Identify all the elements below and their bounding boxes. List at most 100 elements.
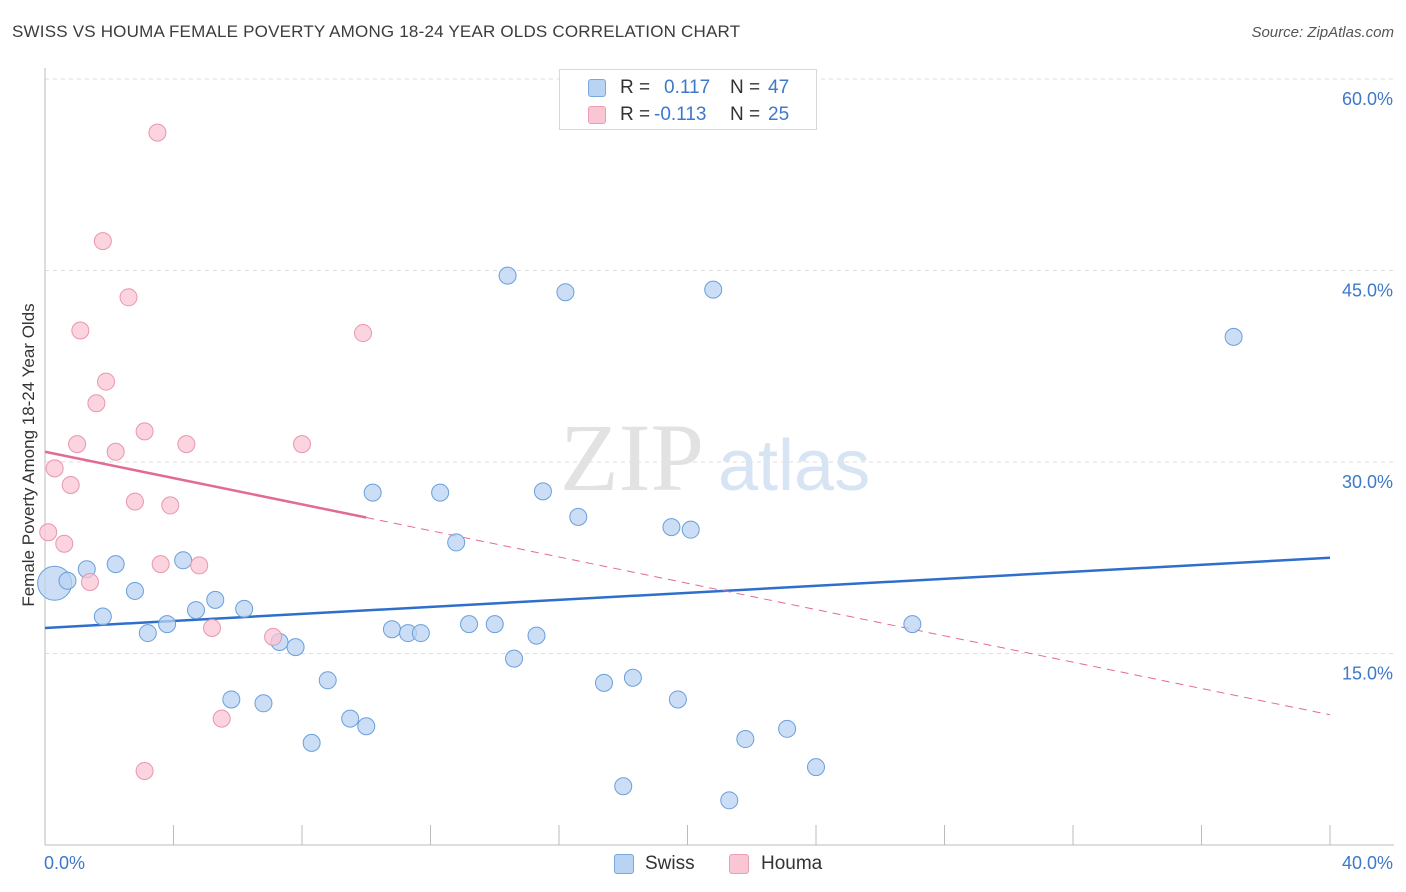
swiss-point bbox=[668, 690, 687, 709]
watermark-atlas: atlas bbox=[718, 426, 870, 506]
houma-point bbox=[80, 573, 99, 592]
swiss-point bbox=[505, 649, 524, 668]
bottom-legend-label-houma: Houma bbox=[761, 853, 823, 874]
swiss-point bbox=[357, 717, 376, 736]
houma-point bbox=[119, 288, 138, 307]
chart-title: SWISS VS HOUMA FEMALE POVERTY AMONG 18-2… bbox=[12, 22, 741, 41]
bottom-legend-houma: Houma bbox=[729, 852, 839, 876]
legend-r-label: R = bbox=[620, 104, 651, 125]
swiss-point bbox=[302, 733, 321, 752]
legend-swatch-houma bbox=[588, 106, 606, 124]
houma-trend-line bbox=[44, 450, 367, 519]
houma-point bbox=[125, 492, 144, 511]
bottom-legend-swatch-houma bbox=[729, 854, 749, 874]
swiss-point bbox=[485, 615, 504, 634]
data-points bbox=[37, 123, 1243, 810]
swiss-point bbox=[1224, 327, 1243, 346]
swiss-point bbox=[286, 638, 305, 657]
swiss-point bbox=[106, 555, 125, 574]
houma-point bbox=[161, 496, 180, 515]
swiss-point bbox=[341, 709, 360, 728]
y-tick-label: 45.0% bbox=[1342, 281, 1393, 301]
houma-point bbox=[293, 435, 311, 454]
trend-lines bbox=[44, 450, 1331, 716]
houma-point bbox=[203, 618, 222, 637]
swiss-point bbox=[704, 280, 723, 299]
y-tick-label: 60.0% bbox=[1342, 89, 1393, 109]
houma-point bbox=[61, 475, 80, 494]
swiss-point bbox=[498, 266, 517, 285]
houma-point bbox=[354, 324, 373, 343]
houma-point bbox=[151, 555, 170, 574]
swiss-point bbox=[623, 668, 642, 687]
swiss-point bbox=[720, 791, 739, 810]
houma-trend-line-extension bbox=[366, 517, 1331, 716]
watermark-zip: ZIP bbox=[560, 404, 704, 511]
houma-point bbox=[106, 442, 125, 461]
legend-row-swiss: R = 0.117 N = 47 bbox=[560, 75, 818, 101]
legend-r-label: R = bbox=[620, 77, 651, 98]
grid-lines bbox=[45, 78, 1394, 654]
swiss-point bbox=[594, 673, 613, 692]
axes bbox=[44, 68, 1394, 846]
swiss-point bbox=[158, 615, 177, 634]
swiss-point bbox=[222, 690, 241, 709]
y-tick-label: 30.0% bbox=[1342, 472, 1393, 492]
legend-swatch-swiss bbox=[588, 79, 606, 97]
swiss-point bbox=[382, 620, 401, 639]
swiss-point bbox=[411, 624, 430, 643]
correlation-legend: R = 0.117 N = 47 R = -0.113 N = 25 bbox=[559, 69, 817, 130]
legend-n-label: N = bbox=[730, 77, 761, 98]
swiss-point bbox=[254, 694, 273, 713]
legend-n-value: 47 bbox=[768, 77, 790, 98]
bottom-legend-label-swiss: Swiss bbox=[645, 853, 695, 874]
legend-r-value: 0.117 bbox=[664, 77, 711, 98]
swiss-point bbox=[235, 599, 254, 618]
houma-point bbox=[212, 709, 231, 728]
houma-point bbox=[135, 422, 154, 441]
houma-point bbox=[177, 435, 196, 454]
houma-point bbox=[71, 321, 90, 340]
swiss-point bbox=[681, 520, 700, 539]
swiss-point bbox=[807, 758, 825, 777]
swiss-point bbox=[93, 607, 112, 626]
swiss-point bbox=[318, 671, 337, 690]
swiss-point bbox=[527, 626, 546, 645]
swiss-point bbox=[533, 482, 552, 501]
swiss-point bbox=[431, 483, 450, 502]
swiss-point bbox=[460, 615, 479, 634]
bottom-legend-swiss: Swiss bbox=[614, 852, 724, 876]
x-tick-label: 40.0% bbox=[1342, 853, 1393, 873]
swiss-point bbox=[138, 624, 157, 643]
swiss-point bbox=[556, 283, 575, 302]
swiss-point bbox=[125, 581, 144, 600]
y-tick-label: 15.0% bbox=[1342, 664, 1393, 684]
houma-point bbox=[97, 372, 116, 391]
swiss-point bbox=[174, 551, 193, 570]
tick-labels: 15.0% 30.0% 45.0% 60.0% 0.0% 40.0% bbox=[44, 89, 1393, 873]
swiss-point bbox=[662, 518, 681, 537]
y-axis-label: Female Poverty Among 18-24 Year Olds bbox=[19, 303, 38, 606]
legend-r-value: -0.113 bbox=[654, 104, 707, 125]
houma-point bbox=[68, 435, 87, 454]
watermark: ZIP atlas bbox=[560, 404, 870, 511]
swiss-trend-line bbox=[44, 556, 1331, 630]
legend-row-houma: R = -0.113 N = 25 bbox=[560, 102, 818, 128]
swiss-point bbox=[903, 615, 922, 634]
swiss-point bbox=[614, 777, 633, 796]
source-label: Source: ZipAtlas.com bbox=[1251, 24, 1394, 41]
legend-n-value: 25 bbox=[768, 104, 790, 125]
houma-point bbox=[190, 556, 209, 575]
houma-point bbox=[45, 459, 64, 478]
swiss-point bbox=[58, 571, 77, 590]
swiss-point bbox=[206, 590, 225, 609]
swiss-point bbox=[778, 719, 797, 738]
houma-point bbox=[264, 627, 283, 646]
x-tick-label: 0.0% bbox=[44, 853, 85, 873]
houma-point bbox=[87, 394, 106, 413]
houma-point bbox=[148, 123, 167, 142]
legend-n-label: N = bbox=[730, 104, 761, 125]
houma-point bbox=[55, 534, 74, 553]
swiss-point bbox=[736, 730, 755, 749]
